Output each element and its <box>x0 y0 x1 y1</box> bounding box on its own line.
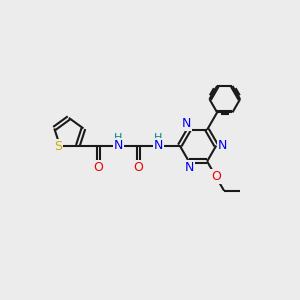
Text: N: N <box>185 161 194 174</box>
Text: O: O <box>134 161 143 175</box>
Text: S: S <box>54 140 62 153</box>
Text: H: H <box>154 133 163 143</box>
Text: N: N <box>114 139 123 152</box>
Text: N: N <box>182 117 191 130</box>
Text: N: N <box>154 139 163 152</box>
Text: H: H <box>114 133 123 143</box>
Text: O: O <box>211 170 221 183</box>
Text: N: N <box>218 139 227 152</box>
Text: O: O <box>94 161 103 175</box>
